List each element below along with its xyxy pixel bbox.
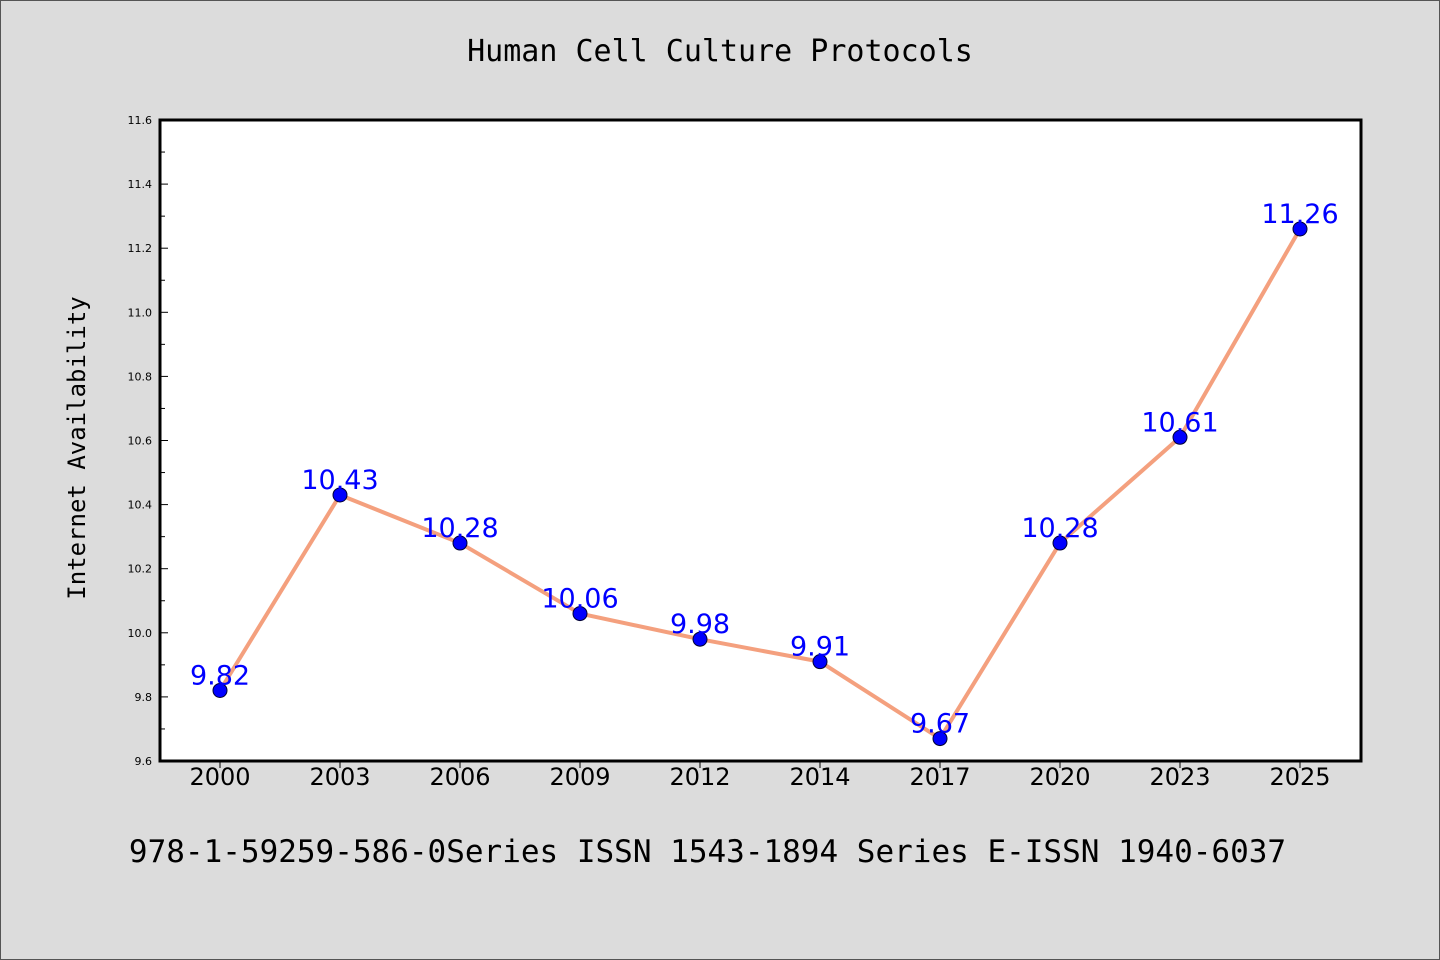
data-label: 10.43 bbox=[301, 465, 378, 496]
data-point bbox=[812, 654, 828, 670]
y-tick-label: 11.0 bbox=[128, 306, 153, 319]
chart-title: Human Cell Culture Protocols bbox=[467, 34, 973, 69]
x-tick-label: 2012 bbox=[669, 763, 730, 791]
data-point bbox=[332, 487, 348, 503]
y-tick-label: 10.0 bbox=[128, 627, 153, 640]
x-tick-label: 2023 bbox=[1149, 763, 1210, 791]
y-axis: 9.6 9.8 10.0 10.2 10.4 10.6 10.8 11.0 11.2 11.4 11… bbox=[128, 114, 168, 768]
data-label: 10.06 bbox=[541, 584, 618, 615]
data-label: 11.26 bbox=[1261, 199, 1338, 230]
x-tick-label: 2025 bbox=[1269, 763, 1330, 791]
x-tick-label: 2003 bbox=[309, 763, 370, 791]
y-tick-label: 10.4 bbox=[128, 499, 153, 512]
data-label: 10.28 bbox=[1021, 513, 1098, 544]
y-tick-label: 11.4 bbox=[128, 178, 153, 191]
data-point bbox=[1052, 535, 1068, 551]
data-label: 9.67 bbox=[910, 709, 970, 740]
x-axis: 2000 2003 2006 2009 2012 2014 2017 2020 2023 2025 bbox=[189, 761, 1331, 791]
x-tick-label: 2009 bbox=[549, 763, 610, 791]
x-tick-label: 2006 bbox=[429, 763, 490, 791]
footer-isbn-text: 978-1-59259-586-0Series ISSN 1543-1894 S… bbox=[128, 834, 1287, 870]
data-label: 10.61 bbox=[1141, 407, 1218, 438]
series-line bbox=[218, 227, 1302, 741]
x-tick-label: 2014 bbox=[789, 763, 850, 791]
series: 9.82 10.43 10.28 10.06 9.98 9.91 9.67 10.28 10.6… bbox=[190, 199, 1339, 747]
data-point bbox=[1292, 221, 1308, 237]
y-tick-label: 10.2 bbox=[128, 563, 153, 576]
plot-area bbox=[158, 118, 1363, 763]
x-tick-label: 2017 bbox=[909, 763, 970, 791]
data-point bbox=[212, 682, 228, 698]
x-tick-label: 2020 bbox=[1029, 763, 1090, 791]
y-tick-label: 10.6 bbox=[128, 435, 153, 448]
data-label: 10.28 bbox=[421, 513, 498, 544]
y-tick-label: 11.2 bbox=[128, 242, 153, 255]
x-tick-label: 2000 bbox=[189, 763, 250, 791]
data-point bbox=[452, 535, 468, 551]
data-label: 9.91 bbox=[790, 632, 850, 663]
y-tick-label: 10.8 bbox=[128, 370, 153, 383]
y-tick-label: 11.6 bbox=[128, 114, 153, 127]
data-point bbox=[572, 606, 588, 622]
data-label: 9.82 bbox=[190, 660, 250, 691]
data-point bbox=[1172, 429, 1188, 445]
y-tick-label: 9.8 bbox=[135, 691, 153, 704]
data-point bbox=[692, 631, 708, 647]
data-point bbox=[932, 731, 948, 747]
data-label: 9.98 bbox=[670, 609, 730, 640]
y-tick-label: 9.6 bbox=[135, 755, 153, 768]
